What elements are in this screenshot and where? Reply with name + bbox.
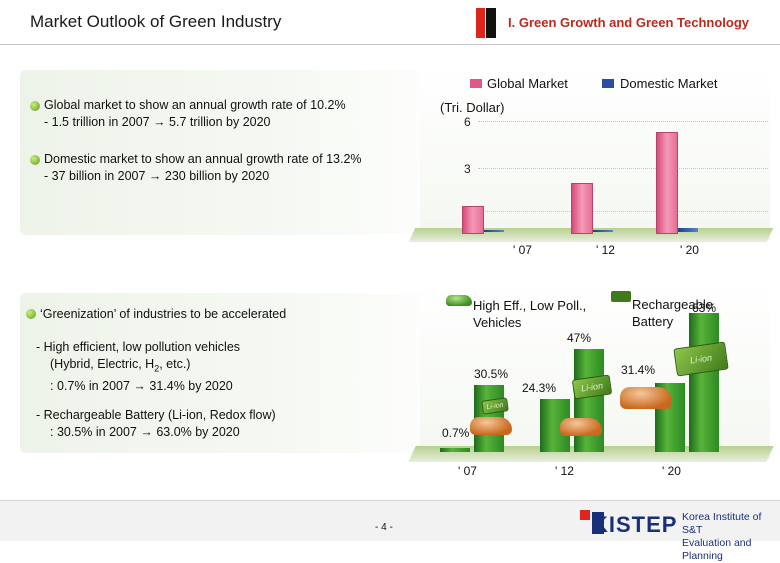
battery-pct-label: 63%: [692, 301, 717, 316]
gridline: [478, 121, 768, 122]
domestic-bar: [678, 227, 698, 232]
domestic-bar: [484, 230, 504, 232]
kistep-logo-icon: [580, 510, 606, 534]
x-label-20: ' 20: [662, 464, 681, 478]
legend-domestic: Domestic Market: [620, 76, 718, 91]
vehicle-pct-label: 24.3%: [522, 380, 557, 395]
domestic-bullet-text: Domestic market to show an annual growth…: [44, 152, 362, 183]
car-icon: [620, 387, 672, 409]
legend-vehicles: High Eff., Low Poll., Vehicles: [473, 298, 587, 330]
page-number: - 4 -: [375, 522, 393, 533]
x-label-12: ' 12: [555, 464, 574, 478]
greenization-heading: ‘Greenization’ of industries to be accel…: [40, 307, 287, 321]
legend-global: Global Market: [487, 76, 568, 91]
vehicle-pct-label: 0.7%: [442, 426, 470, 440]
vehicle-pct-label: 31.4%: [621, 362, 656, 377]
vehicle-bar: [440, 448, 470, 452]
unit-label: (Tri. Dollar): [440, 100, 505, 115]
global-bar: [462, 205, 484, 234]
global-bar: [571, 183, 593, 234]
gridline: [478, 211, 768, 212]
battery-legend-icon: [611, 291, 631, 302]
section-marker-icon: [476, 8, 496, 38]
bullet-icon: [30, 155, 40, 165]
global-bullet-text: Global market to show an annual growth r…: [44, 98, 346, 129]
kistep-logo: KISTEP: [592, 512, 678, 537]
x-label-07: ' 07: [458, 464, 477, 478]
y-tick: 6: [464, 115, 471, 129]
vehicles-text: - High efficient, low pollution vehicles…: [36, 340, 241, 393]
footer-bar: [0, 500, 780, 541]
legend-swatch-global: [470, 79, 482, 88]
kistep-org-name: Korea Institute of S&T Evaluation and Pl…: [682, 511, 762, 562]
x-label-12: ' 12: [596, 243, 615, 257]
battery-bar: [574, 348, 604, 452]
battery-pct-label: 47%: [567, 330, 592, 345]
bullet-icon: [26, 309, 36, 319]
legend-swatch-domestic: [602, 79, 614, 88]
section-label: I. Green Growth and Green Technology: [508, 15, 750, 30]
header-divider: [0, 44, 780, 45]
car-icon: [470, 417, 512, 435]
green-car-icon: [446, 295, 472, 306]
x-label-20: ' 20: [680, 243, 699, 257]
top-text-band: [20, 70, 470, 235]
page-title: Market Outlook of Green Industry: [30, 12, 282, 31]
bottom-text-band: [20, 293, 470, 453]
battery-bar: [689, 313, 719, 452]
gridline: [478, 168, 768, 169]
bullet-icon: [30, 101, 40, 111]
y-tick: 3: [464, 162, 471, 176]
legend-battery: Rechargeable Battery: [632, 297, 713, 329]
battery-text: - Rechargeable Battery (Li-ion, Redox fl…: [36, 408, 276, 439]
battery-pct-label: 30.5%: [474, 366, 509, 381]
global-bar: [656, 132, 678, 234]
car-icon: [560, 418, 602, 436]
x-label-07: ' 07: [513, 243, 532, 257]
domestic-bar: [593, 230, 613, 232]
